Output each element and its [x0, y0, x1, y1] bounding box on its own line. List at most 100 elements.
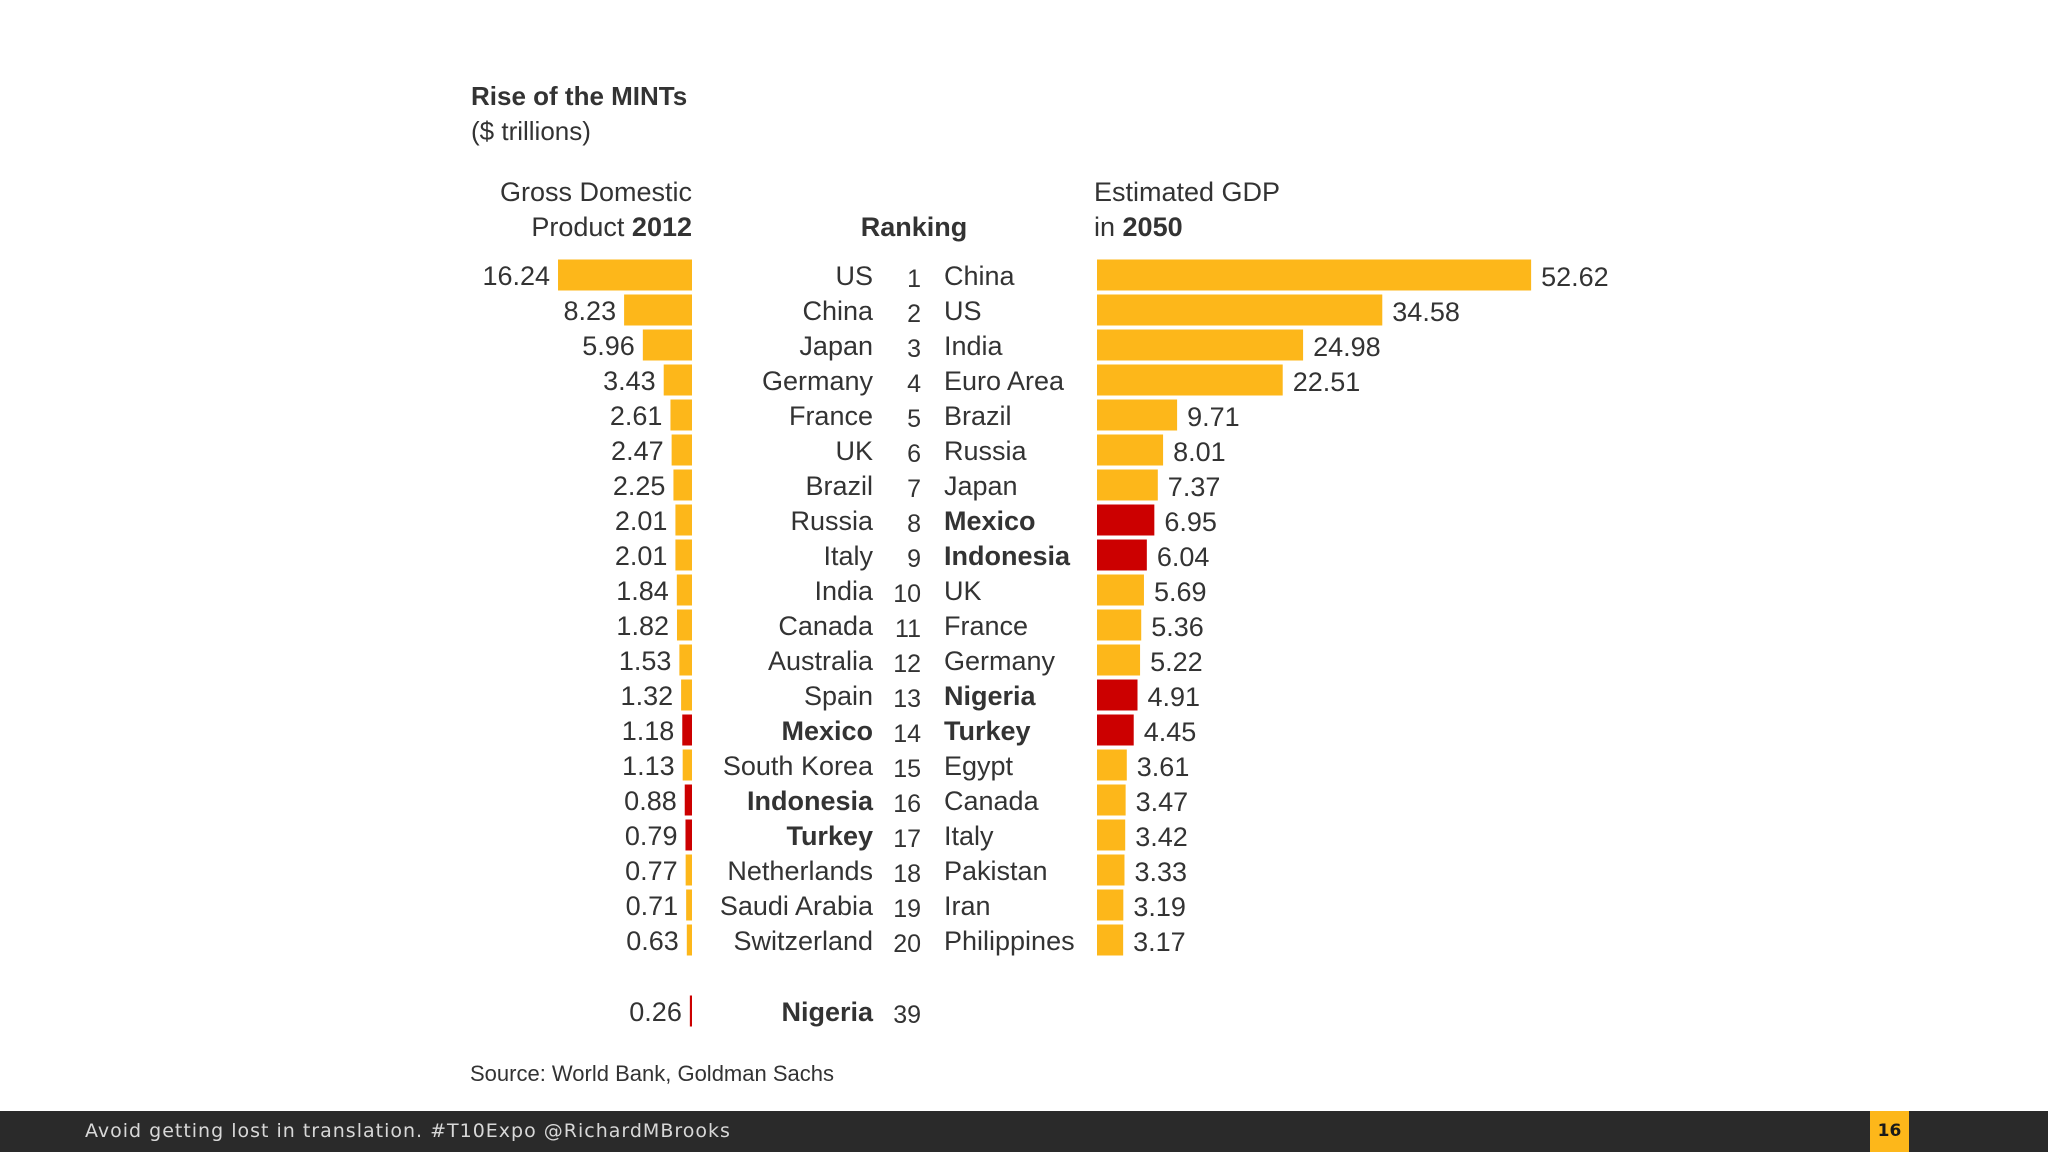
- footer-bar: Avoid getting lost in translation. #T10E…: [0, 1111, 2048, 1152]
- country-label-2050: Russia: [944, 436, 1028, 466]
- bar-2012: [624, 294, 692, 326]
- value-label-2012: 1.84: [616, 576, 669, 606]
- bar-2050: [1097, 609, 1142, 641]
- rank-label: 9: [907, 545, 921, 573]
- rank-label: 39: [893, 1001, 921, 1029]
- bar-2050: [1097, 399, 1178, 431]
- bar-2050: [1097, 434, 1164, 466]
- rank-label: 1: [907, 265, 921, 293]
- country-label-2012: China: [802, 296, 874, 326]
- value-label-2012: 0.63: [626, 926, 679, 956]
- value-label-2050: 3.19: [1133, 892, 1186, 922]
- value-label-2050: 22.51: [1293, 367, 1361, 397]
- value-label-2012: 2.47: [611, 436, 664, 466]
- rank-label: 6: [907, 440, 921, 468]
- country-label-2012: Turkey: [786, 821, 873, 851]
- country-label-2050: Nigeria: [944, 681, 1037, 711]
- rank-label: 15: [893, 755, 921, 783]
- chart-rows: 16.24 US 1 8.23 China 2 5.96 Japan 3 3.43 Germany 4…: [482, 259, 1609, 1029]
- right-header-line1: Estimated GDP: [1094, 177, 1280, 207]
- value-label-2012: 16.24: [482, 261, 550, 291]
- value-label-2012: 1.53: [619, 646, 672, 676]
- rank-label: 7: [907, 475, 921, 503]
- bar-2050: [1097, 644, 1141, 676]
- country-label-2050: US: [944, 296, 982, 326]
- value-label-2012: 1.18: [622, 716, 675, 746]
- country-label-2012: Australia: [768, 646, 874, 676]
- country-label-2012: Switzerland: [733, 926, 873, 956]
- bar-2012: [686, 889, 692, 921]
- bar-2050: [1097, 749, 1127, 781]
- bar-2050: [1097, 329, 1304, 361]
- bar-2050: [1097, 364, 1283, 396]
- bar-2012: [689, 995, 692, 1027]
- bar-2012: [675, 504, 692, 536]
- bar-2012: [684, 784, 692, 816]
- bar-2050: [1097, 889, 1124, 921]
- bar-2012: [685, 854, 692, 886]
- value-label-2012: 1.32: [621, 681, 674, 711]
- bar-2050: [1097, 924, 1124, 956]
- value-label-2050: 4.91: [1148, 682, 1201, 712]
- rank-label: 20: [893, 930, 921, 958]
- chart-subtitle: ($ trillions): [471, 116, 591, 146]
- country-label-2050: Euro Area: [944, 366, 1065, 396]
- value-label-2050: 3.61: [1137, 752, 1190, 782]
- bar-2012: [676, 574, 692, 606]
- value-label-2050: 6.95: [1164, 507, 1217, 537]
- country-label-2012: Canada: [778, 611, 874, 641]
- value-label-2050: 7.37: [1168, 472, 1221, 502]
- rank-label: 13: [893, 685, 921, 713]
- bar-2012: [670, 399, 692, 431]
- right-header-line2: in 2050: [1094, 212, 1183, 242]
- bar-2012: [685, 819, 692, 851]
- country-label-2050: Philippines: [944, 926, 1075, 956]
- bar-2050: [1097, 259, 1532, 291]
- country-label-2012: Nigeria: [781, 997, 874, 1027]
- country-label-2012: Saudi Arabia: [720, 891, 874, 921]
- value-label-2050: 4.45: [1144, 717, 1197, 747]
- rank-label: 17: [893, 825, 921, 853]
- bar-2012: [676, 609, 692, 641]
- value-label-2050: 5.69: [1154, 577, 1207, 607]
- country-label-2012: Brazil: [805, 471, 873, 501]
- bar-2012: [682, 714, 692, 746]
- value-label-2050: 3.42: [1135, 822, 1188, 852]
- country-label-2012: Russia: [790, 506, 874, 536]
- left-header-line1: Gross Domestic: [500, 177, 692, 207]
- rank-label: 4: [907, 370, 921, 398]
- rank-label: 11: [895, 615, 921, 643]
- rank-label: 5: [907, 405, 921, 433]
- rank-label: 18: [893, 860, 921, 888]
- bar-2012: [679, 644, 692, 676]
- bar-2050: [1097, 294, 1383, 326]
- value-label-2012: 0.79: [625, 821, 678, 851]
- bar-2050: [1097, 539, 1147, 571]
- value-label-2012: 2.61: [610, 401, 663, 431]
- rank-label: 2: [907, 300, 921, 328]
- country-label-2050: Pakistan: [944, 856, 1048, 886]
- country-label-2012: Mexico: [781, 716, 873, 746]
- rank-label: 12: [893, 650, 921, 678]
- country-label-2050: Iran: [944, 891, 991, 921]
- country-label-2050: UK: [944, 576, 982, 606]
- bar-2012: [673, 469, 692, 501]
- value-label-2012: 1.13: [622, 751, 675, 781]
- value-label-2050: 3.47: [1136, 787, 1189, 817]
- value-label-2050: 8.01: [1173, 437, 1226, 467]
- value-label-2012: 2.01: [615, 506, 668, 536]
- country-label-2012: Netherlands: [727, 856, 873, 886]
- chart-title: Rise of the MINTs: [471, 81, 687, 111]
- rank-label: 14: [893, 720, 921, 748]
- country-label-2050: India: [944, 331, 1004, 361]
- bar-2050: [1097, 679, 1138, 711]
- value-label-2012: 2.25: [613, 471, 666, 501]
- rank-label: 8: [907, 510, 921, 538]
- bar-2050: [1097, 714, 1134, 746]
- mints-gdp-chart: Rise of the MINTs ($ trillions) Gross Do…: [470, 81, 1609, 1086]
- country-label-2012: Italy: [823, 541, 873, 571]
- value-label-2050: 3.17: [1133, 927, 1186, 957]
- value-label-2012: 0.71: [626, 891, 679, 921]
- value-label-2012: 8.23: [564, 296, 617, 326]
- country-label-2012: US: [835, 261, 873, 291]
